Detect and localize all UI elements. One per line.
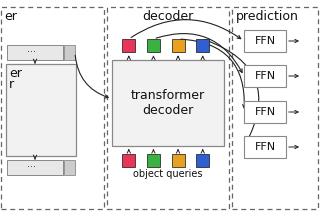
Bar: [122, 39, 135, 52]
Text: er: er: [4, 10, 17, 23]
Bar: [244, 136, 286, 158]
Text: object queries: object queries: [133, 169, 203, 179]
Text: prediction: prediction: [236, 10, 299, 23]
Bar: [147, 39, 160, 52]
Bar: [172, 39, 185, 52]
Text: FFN: FFN: [254, 107, 276, 117]
Bar: [244, 30, 286, 52]
Bar: [6, 64, 76, 156]
Text: FFN: FFN: [254, 36, 276, 46]
Bar: [244, 65, 286, 87]
Text: decoder: decoder: [142, 10, 194, 23]
Bar: [147, 154, 160, 167]
Bar: [112, 60, 224, 146]
Bar: [232, 7, 318, 209]
Text: ···: ···: [27, 48, 36, 58]
Text: ···: ···: [27, 162, 36, 172]
Bar: [1, 7, 104, 209]
Text: transformer
decoder: transformer decoder: [131, 89, 205, 117]
Bar: [172, 154, 185, 167]
Bar: [196, 154, 209, 167]
Bar: [196, 39, 209, 52]
Bar: [64, 160, 75, 175]
Text: er: er: [9, 67, 22, 80]
Bar: [122, 154, 135, 167]
Bar: [107, 7, 229, 209]
Bar: [7, 45, 63, 60]
Bar: [64, 45, 75, 60]
Bar: [244, 101, 286, 123]
Text: FFN: FFN: [254, 71, 276, 81]
Text: r: r: [9, 78, 14, 91]
Text: FFN: FFN: [254, 142, 276, 152]
Bar: [7, 160, 63, 175]
